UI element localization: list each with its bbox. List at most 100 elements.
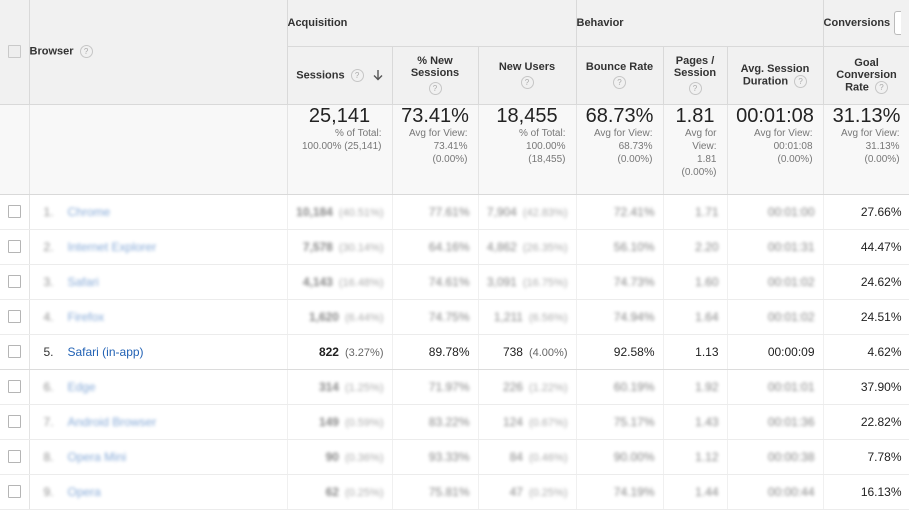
- help-icon[interactable]: ?: [520, 76, 534, 89]
- goal-value: 4.62%: [867, 344, 902, 359]
- pct-new-sessions-column-header[interactable]: % New Sessions ?: [392, 46, 479, 105]
- row-checkbox-cell: [0, 194, 30, 230]
- new-users-pct: (1.22%): [528, 381, 568, 394]
- browser-link[interactable]: Edge: [67, 379, 96, 394]
- row-checkbox[interactable]: [7, 415, 21, 428]
- arrow-down-icon[interactable]: [373, 69, 383, 81]
- total-new-users: 18,455 % of Total: 100.00% (18,455): [478, 104, 577, 195]
- bounce-rate-value: 72.41%: [613, 204, 655, 219]
- row-checkbox[interactable]: [7, 380, 21, 393]
- browser-link[interactable]: Internet Explorer: [67, 239, 157, 254]
- browser-link[interactable]: Safari (in-app): [67, 344, 144, 359]
- total-duration-sub2: 00:01:08: [773, 140, 813, 152]
- help-icon[interactable]: ?: [350, 68, 364, 82]
- new-users-value: 3,091: [486, 274, 517, 289]
- bounce-rate-cell: 92.58%: [576, 333, 664, 370]
- browser-link[interactable]: Chrome: [67, 204, 111, 219]
- new-users-pct: (26.35%): [522, 241, 568, 254]
- help-icon[interactable]: ?: [613, 76, 626, 89]
- avg-duration-cell: 00:01:01: [727, 369, 824, 405]
- pages-per-session-cell: 1.43: [663, 404, 728, 440]
- pct-new-cell: 74.75%: [392, 299, 479, 335]
- browser-cell: 4. Firefox: [29, 299, 288, 335]
- sessions-value: 314: [318, 379, 339, 394]
- goal-conversion-rate-column-header[interactable]: Goal Conversion Rate ?: [823, 46, 909, 105]
- help-icon[interactable]: ?: [794, 74, 808, 88]
- total-sessions: 25,141 % of Total: 100.00% (25,141): [287, 104, 393, 195]
- browser-cell: 1. Chrome: [29, 194, 288, 230]
- table-row[interactable]: 1. Chrome 10,184 (40.51%) 77.61% 7,904 (42.83%…: [0, 194, 909, 230]
- sessions-pct: (0.59%): [344, 416, 384, 429]
- pages-value: 1.44: [695, 484, 719, 499]
- browser-link[interactable]: Opera: [67, 484, 101, 499]
- browser-column-header[interactable]: Browser ?: [29, 0, 288, 105]
- total-goal-sub2: 31.13%: [865, 140, 900, 152]
- table-row[interactable]: 3. Safari 4,143 (16.48%) 74.61% 3,091 (16.75%)…: [0, 264, 909, 300]
- browser-link[interactable]: Opera Mini: [67, 449, 127, 464]
- sessions-value: 149: [318, 414, 339, 429]
- new-users-value: 47: [509, 484, 523, 499]
- pages-value: 1.13: [695, 344, 719, 359]
- sessions-cell: 314 (1.25%): [287, 369, 393, 405]
- sessions-pct: (40.51%): [338, 206, 384, 219]
- new-users-value: 84: [509, 449, 523, 464]
- select-all-checkbox[interactable]: [7, 45, 21, 59]
- bounce-rate-cell: 60.19%: [576, 369, 664, 405]
- table-row[interactable]: 6. Edge 314 (1.25%) 71.97% 226 (1.22%) 60.19% 1.…: [0, 369, 909, 405]
- row-checkbox[interactable]: [7, 240, 21, 253]
- total-bounce-rate: 68.73% Avg for View: 68.73% (0.00%): [576, 104, 664, 195]
- table-row[interactable]: 5. Safari (in-app) 822 (3.27%) 89.78% 738 (4.0…: [0, 333, 909, 370]
- sessions-column-header[interactable]: Sessions ?: [287, 46, 393, 105]
- sessions-pct: (0.25%): [344, 486, 384, 499]
- row-checkbox[interactable]: [7, 310, 21, 323]
- bounce-rate-column-header[interactable]: Bounce Rate ?: [576, 46, 664, 105]
- goal-conversion-cell: 44.47%: [823, 229, 909, 265]
- conversions-group-label: Conversions: [823, 16, 891, 29]
- goal-conversion-cell: 24.51%: [823, 299, 909, 335]
- table-row[interactable]: 2. Internet Explorer 7,578 (30.14%) 64.16% 4,…: [0, 229, 909, 265]
- pages-per-session-cell: 1.12: [663, 439, 728, 475]
- help-icon[interactable]: ?: [874, 80, 888, 94]
- table-row[interactable]: 4. Firefox 1,620 (6.44%) 74.75% 1,211 (6.56%) 7…: [0, 299, 909, 335]
- pages-value: 1.12: [695, 449, 719, 464]
- sessions-header-label: Sessions: [296, 68, 345, 81]
- goal-value: 16.13%: [860, 484, 902, 499]
- browser-link[interactable]: Safari: [67, 274, 99, 289]
- conversions-dropdown[interactable]: [894, 10, 902, 35]
- duration-value: 00:01:01: [767, 379, 815, 394]
- total-pages-sub3: 1.81: [697, 153, 717, 165]
- table-row[interactable]: 7. Android Browser 149 (0.59%) 83.22% 124 (0.6…: [0, 404, 909, 440]
- pages-per-session-column-header[interactable]: Pages / Session ?: [663, 46, 728, 105]
- help-icon[interactable]: ?: [428, 82, 442, 95]
- row-checkbox[interactable]: [7, 275, 21, 288]
- sessions-cell: 1,620 (6.44%): [287, 299, 393, 335]
- row-checkbox[interactable]: [7, 345, 21, 358]
- total-goal-value: 31.13%: [832, 104, 901, 127]
- sessions-cell: 822 (3.27%): [287, 333, 393, 370]
- row-checkbox-cell: [0, 369, 30, 405]
- table-row[interactable]: 9. Opera 62 (0.25%) 75.81% 47 (0.25%) 74.19% 1.4…: [0, 474, 909, 510]
- new-users-column-header[interactable]: New Users ?: [478, 46, 577, 105]
- row-rank: 8.: [43, 449, 54, 464]
- new-users-value: 226: [502, 379, 523, 394]
- help-icon[interactable]: ?: [688, 82, 702, 95]
- pct-new-cell: 74.61%: [392, 264, 479, 300]
- row-rank: 1.: [43, 204, 54, 219]
- browser-link[interactable]: Android Browser: [67, 414, 157, 429]
- help-icon[interactable]: ?: [79, 45, 93, 59]
- row-checkbox[interactable]: [7, 485, 21, 498]
- row-checkbox[interactable]: [7, 205, 21, 218]
- total-duration-value: 00:01:08: [736, 104, 814, 127]
- row-checkbox[interactable]: [7, 450, 21, 463]
- duration-value: 00:00:38: [767, 449, 815, 464]
- new-users-cell: 1,211 (6.56%): [478, 299, 577, 335]
- avg-duration-cell: 00:00:09: [727, 333, 824, 370]
- new-users-pct: (4.00%): [528, 346, 568, 359]
- browser-link[interactable]: Firefox: [67, 309, 105, 324]
- avg-session-duration-column-header[interactable]: Avg. Session Duration ?: [727, 46, 824, 105]
- table-row[interactable]: 8. Opera Mini 90 (0.36%) 93.33% 84 (0.46%) 90.0…: [0, 439, 909, 475]
- pct-new-value: 74.61%: [428, 274, 470, 289]
- duration-value: 00:00:09: [767, 344, 815, 359]
- pages-per-session-cell: 1.92: [663, 369, 728, 405]
